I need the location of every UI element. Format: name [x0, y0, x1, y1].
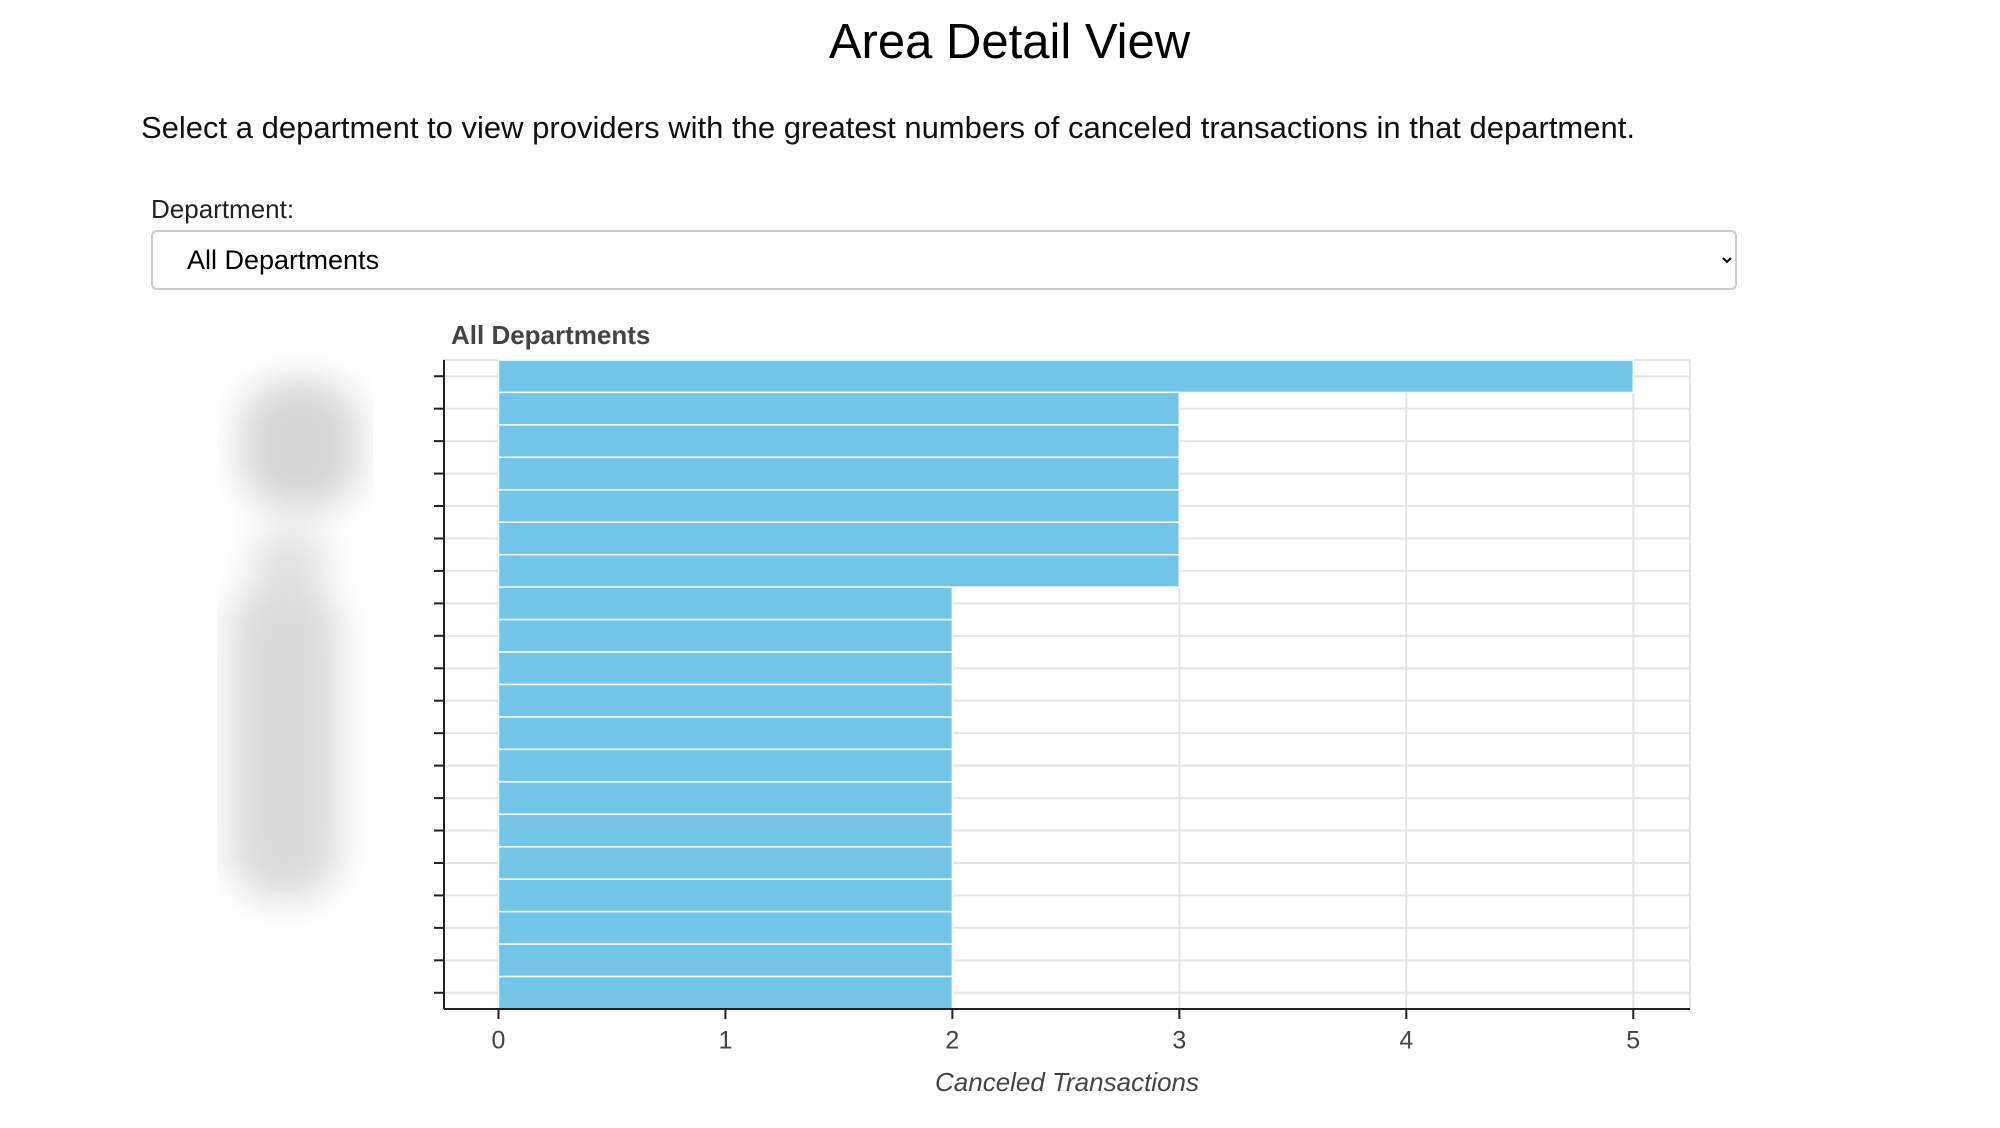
- bar: [497, 975, 954, 1010]
- bar: [497, 391, 1181, 426]
- bar: [497, 586, 954, 621]
- blurred-labels: [230, 380, 360, 900]
- x-tick-label: 5: [1626, 1027, 1640, 1055]
- x-tick-label: 0: [492, 1027, 506, 1055]
- bar: [497, 359, 1635, 394]
- x-tick-label: 1: [718, 1027, 732, 1055]
- bar: [497, 553, 1181, 588]
- x-tick-label: 3: [1172, 1027, 1186, 1055]
- bar: [497, 424, 1181, 459]
- description: Select a department to view providers wi…: [141, 110, 1635, 145]
- bar: [497, 521, 1181, 556]
- x-tick-label: 2: [945, 1027, 959, 1055]
- bar: [497, 489, 1181, 523]
- bar: [497, 683, 954, 718]
- bar: [497, 716, 954, 751]
- bar: [497, 748, 954, 783]
- chart-title: All Departments: [451, 320, 650, 350]
- plot-frame: [443, 359, 1691, 1010]
- bar: [497, 651, 954, 686]
- bar: [497, 846, 954, 880]
- x-tick-label: 4: [1399, 1027, 1413, 1055]
- bar: [497, 781, 954, 816]
- bar: [497, 943, 954, 978]
- bar: [497, 813, 954, 848]
- bar: [497, 456, 1181, 491]
- department-select[interactable]: All Departments: [151, 230, 1737, 290]
- bar: [497, 910, 954, 945]
- bar: [497, 618, 954, 653]
- page-title: Area Detail View: [828, 15, 1191, 69]
- x-axis-label: Canceled Transactions: [935, 1067, 1199, 1097]
- bar: [497, 878, 954, 913]
- filter-label: Department:: [151, 194, 295, 224]
